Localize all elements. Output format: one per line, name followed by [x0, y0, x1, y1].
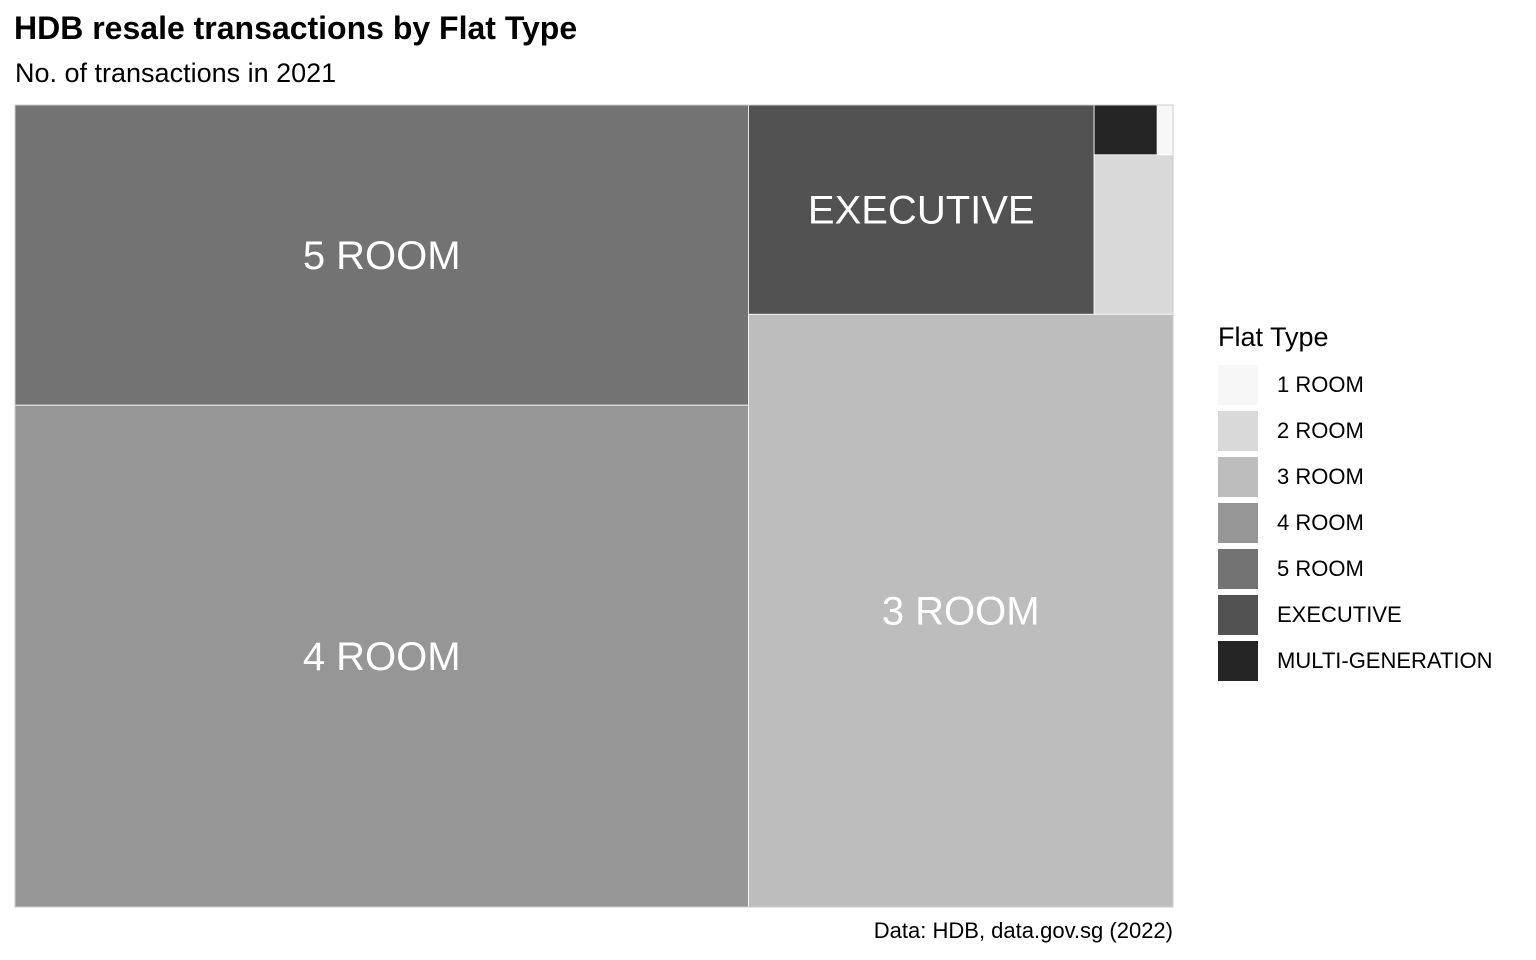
tile-multi-generation [1093, 104, 1158, 156]
legend-label-executive: EXECUTIVE [1277, 602, 1402, 627]
plot-border [14, 104, 1174, 908]
legend-label-4-room: 4 ROOM [1277, 510, 1364, 535]
tile-label-executive: EXECUTIVE [808, 189, 1035, 233]
legend: Flat Type 1 ROOM 2 ROOM 3 ROOM 4 ROOM 5 ROOM… [1218, 322, 1493, 687]
legend-item-multi-generation: MULTI-GENERATION [1218, 641, 1493, 681]
tile-3-room [748, 313, 1174, 908]
legend-key-4-room [1218, 503, 1258, 543]
tile-executive [748, 104, 1095, 315]
legend-item-4-room: 4 ROOM [1218, 503, 1493, 543]
tile-5-room [14, 104, 749, 406]
legend-key-executive [1218, 595, 1258, 635]
legend-label-1-room: 1 ROOM [1277, 372, 1364, 397]
chart-title: HDB resale transactions by Flat Type [14, 10, 578, 46]
legend-key-multi-generation [1218, 641, 1258, 681]
legend-label-5-room: 5 ROOM [1277, 556, 1364, 581]
legend-label-3-room: 3 ROOM [1277, 464, 1364, 489]
legend-item-5-room: 5 ROOM [1218, 549, 1493, 589]
legend-item-executive: EXECUTIVE [1218, 595, 1493, 635]
tile-2-room [1093, 154, 1174, 315]
legend-label-multi-generation: MULTI-GENERATION [1277, 648, 1493, 673]
tile-4-room [14, 404, 749, 908]
legend-key-3-room [1218, 457, 1258, 497]
legend-items: 1 ROOM 2 ROOM 3 ROOM 4 ROOM 5 ROOM EXECUTIVE M… [1218, 365, 1493, 681]
tile-label-5-room: 5 ROOM [303, 234, 461, 278]
legend-key-1-room [1218, 365, 1258, 405]
tile-1-room [1156, 104, 1174, 156]
treemap-chart: 5 ROOM 4 ROOM EXECUTIVE 3 ROOM [14, 104, 1174, 908]
legend-item-3-room: 3 ROOM [1218, 457, 1493, 497]
legend-key-5-room [1218, 549, 1258, 589]
chart-caption: Data: HDB, data.gov.sg (2022) [873, 918, 1173, 943]
chart-subtitle: No. of transactions in 2021 [15, 58, 337, 88]
legend-item-2-room: 2 ROOM [1218, 411, 1493, 451]
tile-label-3-room: 3 ROOM [882, 590, 1040, 634]
tile-label-4-room: 4 ROOM [303, 635, 461, 679]
legend-item-1-room: 1 ROOM [1218, 365, 1493, 405]
legend-key-2-room [1218, 411, 1258, 451]
legend-title: Flat Type [1218, 322, 1329, 352]
legend-label-2-room: 2 ROOM [1277, 418, 1364, 443]
